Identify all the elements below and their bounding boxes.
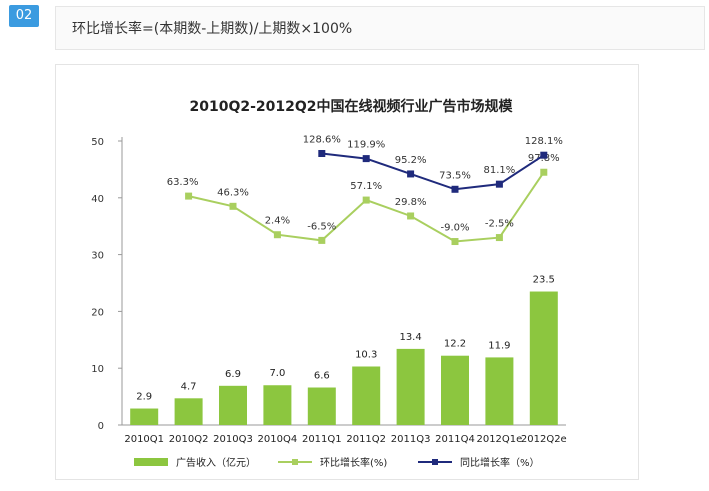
x-tick-label: 2010Q3 [213, 434, 253, 445]
mom-growth-label: -2.5% [485, 219, 514, 230]
y-tick-label: 50 [91, 137, 104, 148]
bar-value-label: 6.9 [225, 369, 241, 380]
legend-label: 同比增长率（%） [460, 456, 540, 469]
bar [130, 408, 159, 425]
mom-growth-point [495, 234, 503, 242]
mom-growth-point [318, 236, 326, 244]
x-tick-label: 2010Q2 [169, 434, 209, 445]
x-tick-label: 2011Q3 [391, 434, 431, 445]
x-tick-label: 2011Q1 [302, 434, 342, 445]
bar-value-label: 2.9 [136, 392, 152, 403]
x-tick-label: 2011Q2 [346, 434, 386, 445]
bar [485, 357, 514, 425]
formula-text: 环比增长率=(本期数-上期数)/上期数×100% [72, 21, 353, 37]
yoy-growth-label: 81.1% [484, 165, 516, 176]
y-tick-label: 30 [91, 251, 104, 262]
mom-growth-point [451, 238, 459, 246]
yoy-growth-label: 95.2% [395, 155, 427, 166]
yoy-growth-label: 128.6% [303, 134, 341, 145]
x-tick-label: 2012Q2e [521, 434, 567, 445]
y-tick-label: 40 [91, 194, 104, 205]
mom-growth-label: 57.1% [350, 181, 382, 192]
legend-swatch-bar [134, 458, 168, 466]
mom-growth-point [407, 212, 415, 220]
bar-value-label: 11.9 [488, 340, 510, 351]
bar-value-label: 7.0 [269, 368, 285, 379]
mom-growth-point [185, 192, 193, 200]
bar [174, 398, 203, 425]
bar-value-label: 4.7 [181, 381, 197, 392]
bar [441, 355, 469, 425]
bar [352, 366, 381, 425]
yoy-growth-label: 119.9% [347, 140, 385, 151]
chart-svg: 2010Q2-2012Q2中国在线视频行业广告市场规模 0 10 20 30 40 50 2… [91, 98, 567, 469]
x-tick-label: 2010Q1 [124, 434, 164, 445]
chart-frame: 2010Q2-2012Q2中国在线视频行业广告市场规模 0 10 20 30 40 50 2… [55, 64, 639, 480]
mom-growth-point [229, 202, 237, 210]
x-tick-label: 2011Q4 [435, 434, 475, 445]
section-number-badge: 02 [9, 5, 39, 27]
yoy-growth-point [540, 151, 548, 159]
mom-growth-label: 29.8% [395, 197, 427, 208]
bar [529, 291, 558, 425]
yoy-growth-point [318, 149, 326, 157]
legend-label: 广告收入（亿元） [176, 456, 256, 469]
mom-growth-label: 2.4% [265, 216, 290, 227]
bar [307, 387, 336, 425]
legend-label: 环比增长率(%) [320, 456, 387, 469]
yoy-growth-line [321, 152, 545, 191]
legend-swatch-marker [292, 459, 298, 465]
bar-value-label: 13.4 [399, 332, 421, 343]
bar-value-label: 10.3 [355, 349, 377, 360]
y-tick-label: 20 [91, 307, 104, 318]
chart-title: 2010Q2-2012Q2中国在线视频行业广告市场规模 [189, 98, 513, 115]
bar [263, 385, 292, 425]
formula-box: 环比增长率=(本期数-上期数)/上期数×100% [55, 6, 705, 50]
bar-value-label: 23.5 [533, 275, 555, 286]
yoy-growth-label: 128.1% [525, 136, 563, 147]
bar-value-label: 6.6 [314, 371, 330, 382]
y-tick-label: 10 [91, 364, 104, 375]
legend-swatch-marker [432, 459, 438, 465]
x-tick-label: 2010Q4 [258, 434, 298, 445]
mom-growth-label: -9.0% [440, 223, 469, 234]
x-tick-label: 2012Q1e [476, 434, 522, 445]
mom-growth-point [273, 231, 281, 239]
mom-growth-label: -6.5% [307, 221, 336, 232]
bar [219, 385, 247, 425]
mom-growth-label: 63.3% [167, 177, 199, 188]
yoy-growth-point [451, 185, 459, 193]
bar [396, 348, 425, 425]
yoy-growth-point [407, 170, 415, 178]
bar-value-label: 12.2 [444, 339, 466, 350]
mom-growth-point [540, 168, 548, 176]
mom-growth-label: 46.3% [217, 187, 249, 198]
yoy-growth-point [495, 180, 503, 188]
yoy-growth-label: 73.5% [439, 170, 471, 181]
mom-growth-point [362, 196, 370, 204]
yoy-growth-point [362, 155, 370, 163]
mom-growth-label: 97.8% [528, 153, 560, 164]
y-tick-label: 0 [98, 421, 104, 432]
